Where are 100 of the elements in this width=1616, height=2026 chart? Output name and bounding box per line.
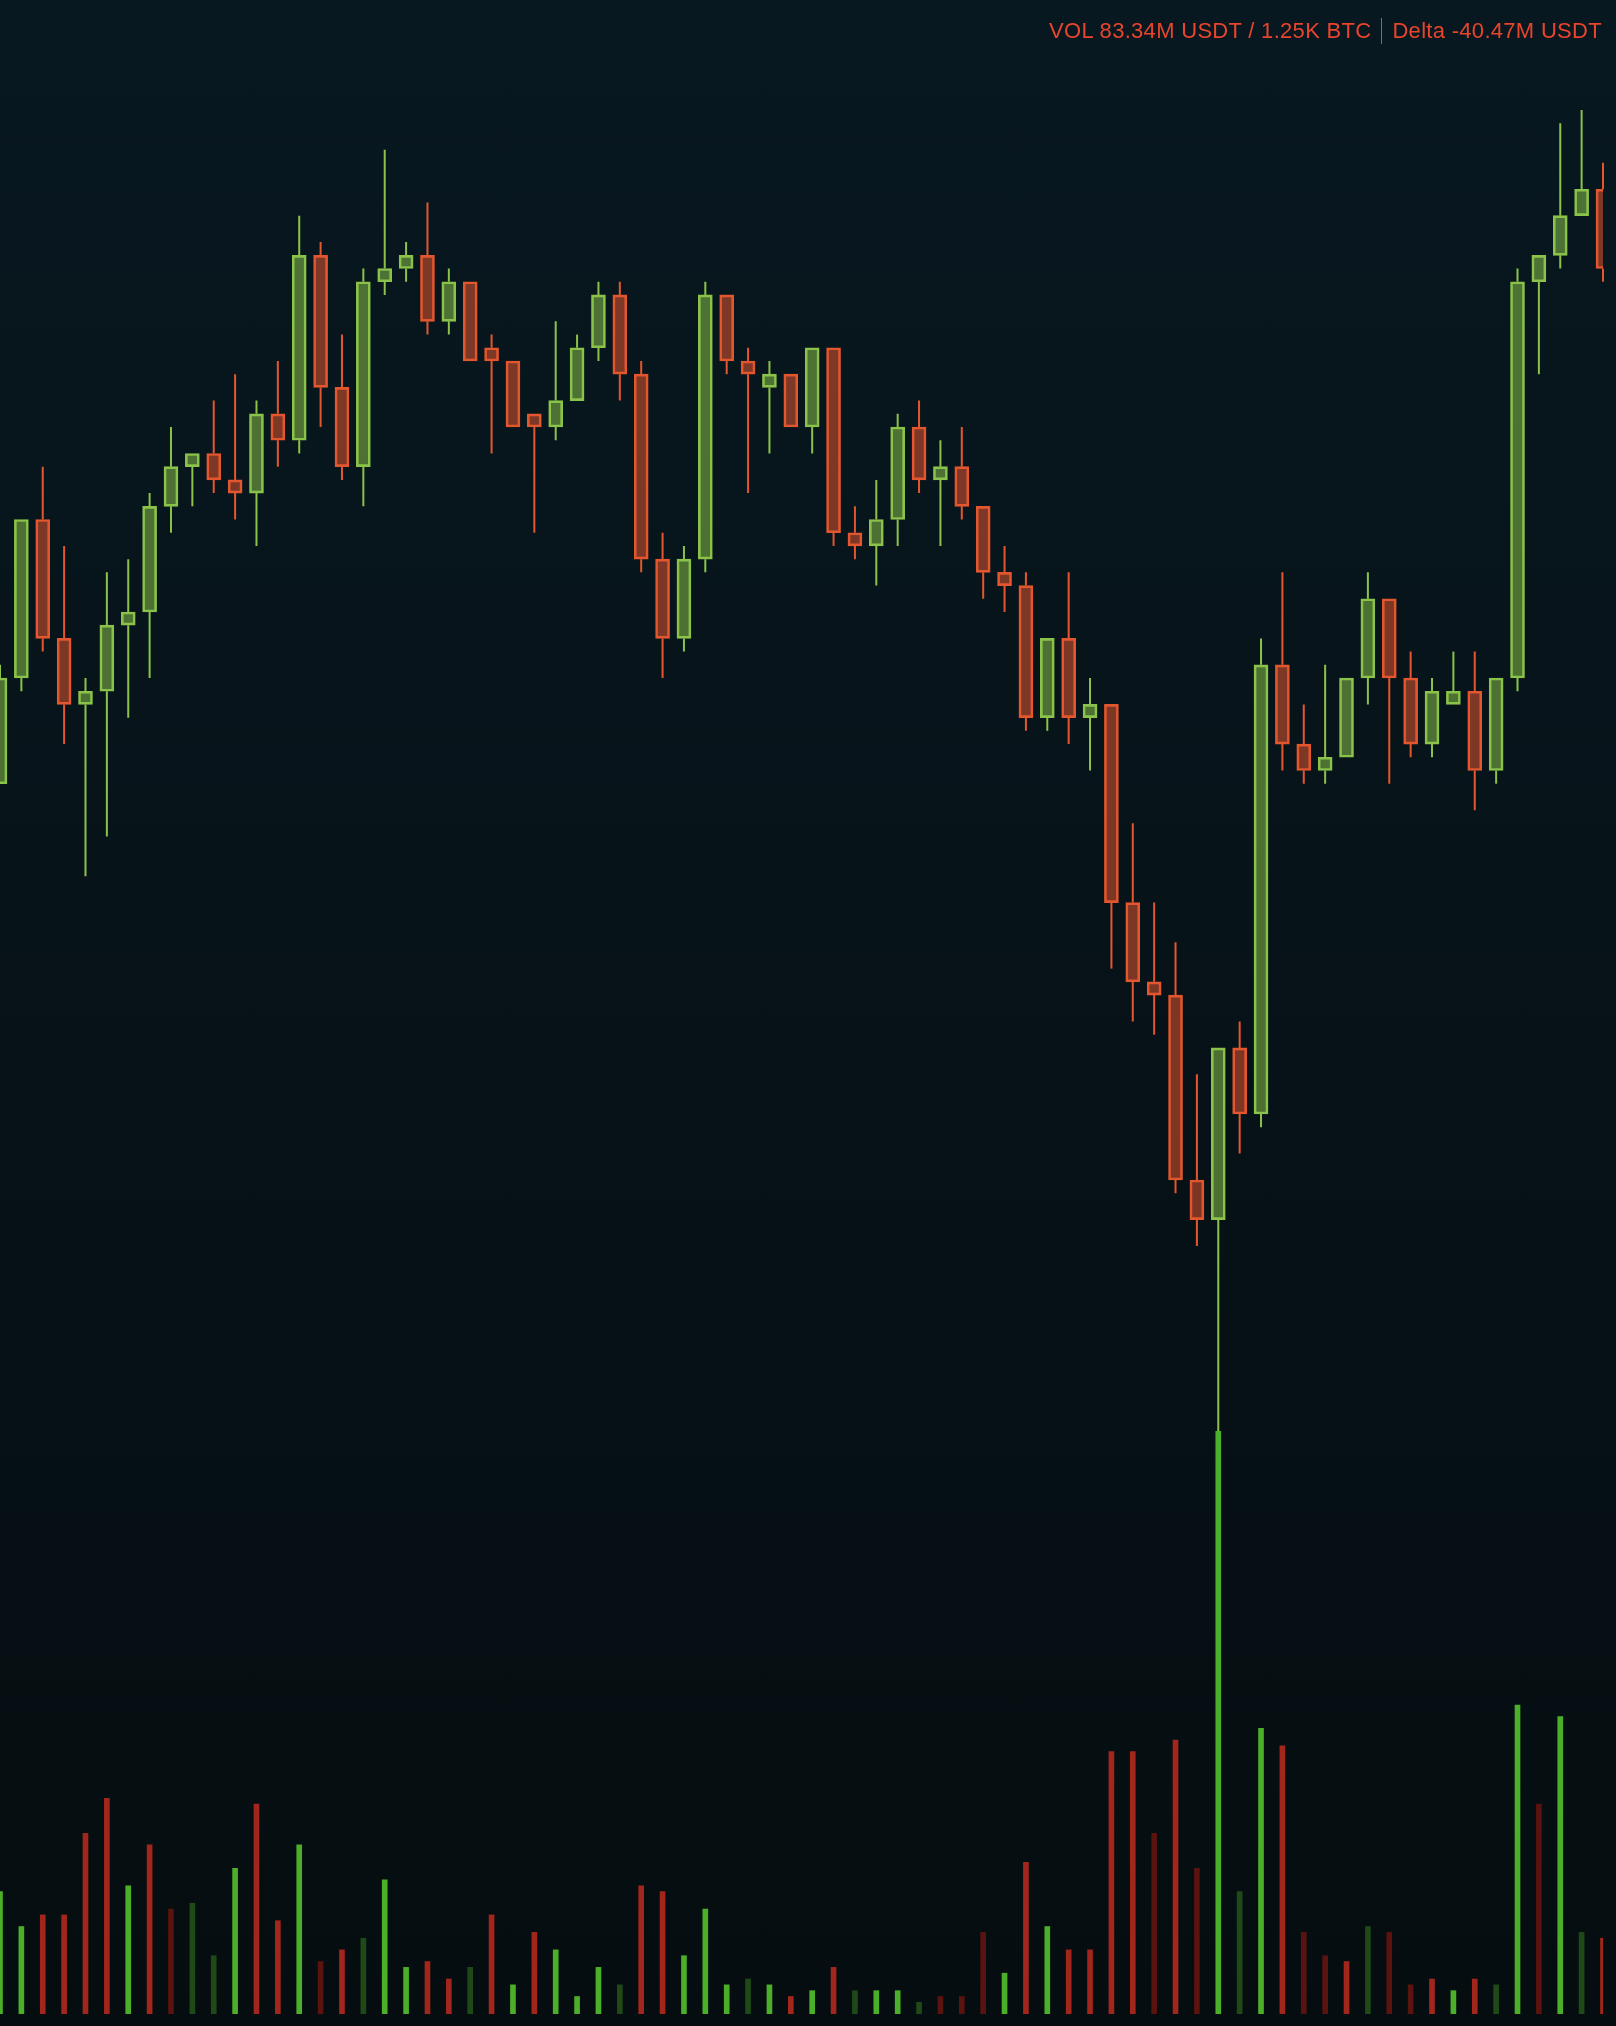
candlestick xyxy=(933,439,948,547)
bar xyxy=(210,1955,217,2014)
bar xyxy=(574,1996,580,2014)
bar xyxy=(1450,1990,1457,2014)
candlestick xyxy=(420,201,435,336)
candlestick xyxy=(740,346,756,495)
candlestick xyxy=(527,413,542,534)
candlestick xyxy=(1253,637,1269,1129)
candlestick xyxy=(1552,122,1568,270)
candlestick xyxy=(804,347,820,455)
bar xyxy=(1194,1867,1200,2014)
candlestick xyxy=(398,241,414,283)
bar xyxy=(873,1990,880,2014)
candlestick xyxy=(1104,704,1119,970)
candlestick xyxy=(78,677,93,878)
candlestick xyxy=(56,544,72,746)
bar xyxy=(552,1949,559,2014)
candlestick xyxy=(1531,254,1547,376)
candlestick xyxy=(911,399,927,495)
bar xyxy=(510,1984,516,2014)
candlestick xyxy=(1574,109,1589,217)
candlestick xyxy=(1061,571,1076,746)
candlestick xyxy=(1339,677,1354,758)
candlestick xyxy=(591,280,606,362)
candlestick xyxy=(1296,703,1312,785)
candlestick xyxy=(1510,267,1525,693)
bar xyxy=(104,1797,110,2014)
bar xyxy=(723,1984,730,2014)
bar xyxy=(1365,1926,1371,2014)
candlestick xyxy=(762,359,777,455)
candlestick xyxy=(142,492,157,680)
candlestick xyxy=(356,267,371,508)
candlestick xyxy=(441,267,457,336)
bar xyxy=(617,1984,623,2014)
candlestick xyxy=(163,426,179,534)
bar xyxy=(1386,1932,1393,2014)
candlestick xyxy=(99,571,115,838)
candlestick xyxy=(612,280,628,402)
bar xyxy=(809,1990,816,2014)
bar xyxy=(339,1949,345,2014)
candlestick xyxy=(1232,1020,1247,1155)
candlestick xyxy=(1467,650,1483,812)
bar xyxy=(852,1990,858,2014)
bar xyxy=(1557,1716,1564,2014)
bar xyxy=(894,1990,901,2014)
bar xyxy=(1429,1978,1435,2014)
candlestick xyxy=(1082,677,1098,772)
candlestick xyxy=(313,241,328,429)
bar xyxy=(1087,1949,1093,2014)
bar xyxy=(745,1978,751,2014)
candlestick xyxy=(1488,677,1504,785)
candlestick xyxy=(377,148,393,296)
candlestick xyxy=(890,412,906,547)
bar xyxy=(39,1914,46,2014)
candlestick xyxy=(1039,638,1055,732)
bar xyxy=(638,1885,645,2014)
bar xyxy=(958,1996,965,2014)
bar xyxy=(787,1996,794,2014)
candlestick xyxy=(548,320,564,442)
candlestick xyxy=(847,505,863,561)
bar xyxy=(1322,1955,1328,2014)
candlestick xyxy=(1018,571,1034,732)
candlestick xyxy=(1381,598,1397,785)
bar xyxy=(1023,1862,1029,2014)
candlestick xyxy=(1125,822,1141,1023)
bar xyxy=(1493,1984,1499,2014)
candlestick xyxy=(291,214,307,455)
candlestick xyxy=(655,531,670,680)
candlestick xyxy=(719,294,735,376)
bar xyxy=(403,1967,409,2014)
candlestick xyxy=(1275,571,1290,772)
candlestick xyxy=(676,544,692,653)
candlestick xyxy=(783,373,799,428)
bar xyxy=(61,1914,67,2014)
candlestick xyxy=(270,359,286,468)
candlestick xyxy=(826,347,841,547)
candlestick xyxy=(14,519,29,693)
candlestick xyxy=(120,558,136,719)
text: VOL 83.34M USDT / 1.25K BTC xyxy=(1049,18,1372,44)
bar xyxy=(1044,1926,1051,2014)
candlestick xyxy=(334,333,350,481)
candlestick xyxy=(1317,663,1333,785)
text: Delta -40.47M USDT xyxy=(1392,18,1602,44)
candlestick xyxy=(997,544,1012,613)
bar xyxy=(681,1955,687,2014)
bar xyxy=(232,1867,238,2014)
candlestick xyxy=(1446,650,1461,705)
candlestick xyxy=(35,465,51,653)
bar xyxy=(702,1908,709,2014)
bar xyxy=(381,1879,388,2014)
bar xyxy=(1129,1751,1136,2014)
candlestick xyxy=(505,360,521,428)
bar xyxy=(980,1932,986,2014)
candlestick xyxy=(1210,1047,1226,1431)
candlestick xyxy=(697,280,713,574)
candlestick xyxy=(1424,677,1440,759)
candlestick xyxy=(206,399,222,495)
bar xyxy=(446,1978,452,2014)
bar xyxy=(467,1967,474,2014)
candlestick xyxy=(975,505,991,600)
